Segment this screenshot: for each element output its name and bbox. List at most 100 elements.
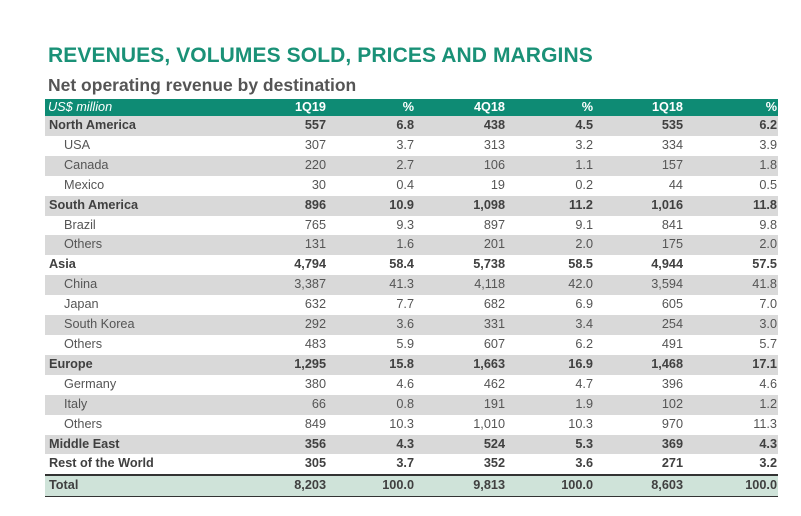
- total-cell: 100.0: [327, 474, 415, 498]
- table-cell: 58.4: [389, 257, 414, 272]
- table-cell: 1,016: [594, 195, 684, 216]
- table-cell: 9.8: [759, 217, 777, 232]
- table-row-country: Brazil 765 9.3 897 9.1 841 9.8: [45, 216, 778, 236]
- header-4q18: 4Q18: [415, 99, 506, 116]
- table-cell: 605: [661, 297, 683, 312]
- table-cell: 491: [661, 336, 683, 351]
- table-cell: 524: [415, 434, 506, 455]
- table-cell: 201: [415, 235, 506, 256]
- table-cell: 41.8: [684, 275, 778, 296]
- row-label: Others: [45, 235, 245, 256]
- table-cell: 66: [245, 394, 327, 415]
- table-cell: 3.6: [575, 456, 593, 471]
- table-cell: 331: [415, 315, 506, 335]
- row-label: Japan: [64, 297, 99, 312]
- table-cell: 6.9: [575, 297, 593, 312]
- total-cell: 100.0: [684, 474, 778, 498]
- table-row-region: South America 896 10.9 1,098 11.2 1,016 11.8: [45, 195, 778, 216]
- header-pct-1q19: %: [327, 99, 415, 116]
- table-cell: 19: [490, 177, 505, 192]
- table-cell: 4,794: [294, 257, 326, 272]
- table-cell: 462: [483, 376, 505, 391]
- table-row-country: Others 849 10.3 1,010 10.3 970 11.3: [45, 415, 778, 435]
- table-cell: 369: [594, 434, 684, 455]
- table-cell: 41.3: [327, 275, 415, 296]
- row-label: China: [45, 275, 245, 296]
- table-cell: 30: [311, 177, 326, 192]
- table-row-region: Asia 4,794 58.4 5,738 58.5 4,944 57.5: [45, 255, 778, 275]
- table-cell: 897: [483, 217, 505, 232]
- table-cell: 2.0: [506, 235, 594, 256]
- row-label: South Korea: [45, 315, 245, 335]
- table-cell: 557: [245, 116, 327, 136]
- table-cell: 396: [661, 376, 683, 391]
- table-cell: 1.2: [684, 394, 778, 415]
- revenue-table: US$ million 1Q19 % 4Q18 % 1Q18 % North A…: [45, 99, 778, 498]
- row-label: Asia: [49, 257, 76, 272]
- table-cell: 4.3: [327, 434, 415, 455]
- table-cell: 4,118: [415, 275, 506, 296]
- table-cell: 4.5: [506, 116, 594, 136]
- table-row-region: Rest of the World 305 3.7 352 3.6 271 3.2: [45, 454, 778, 475]
- table-body: North America 557 6.8 438 4.5 535 6.2 USA 307 3.7…: [45, 116, 778, 475]
- table-cell: 106: [415, 155, 506, 176]
- header-1q18: 1Q18: [594, 99, 684, 116]
- row-label: USA: [64, 137, 91, 152]
- table-cell: 3.9: [759, 137, 777, 152]
- table-cell: 1,663: [415, 354, 506, 375]
- table-cell: 17.1: [684, 354, 778, 375]
- table-cell: 15.8: [327, 354, 415, 375]
- table-header-row: US$ million 1Q19 % 4Q18 % 1Q18 %: [45, 99, 778, 116]
- table-cell: 438: [415, 116, 506, 136]
- table-cell: 896: [245, 195, 327, 216]
- table-cell: 42.0: [506, 275, 594, 296]
- table-cell: 58.5: [568, 257, 593, 272]
- table-cell: 352: [483, 456, 505, 471]
- total-cell: 8,603: [594, 474, 684, 498]
- table-cell: 220: [245, 155, 327, 176]
- table-cell: 5.3: [506, 434, 594, 455]
- table-cell: 7.0: [759, 297, 777, 312]
- table-cell: 7.7: [396, 297, 414, 312]
- table-cell: 292: [245, 315, 327, 335]
- table-cell: 6.2: [575, 336, 593, 351]
- row-label: Mexico: [64, 177, 105, 192]
- table-row-region: North America 557 6.8 438 4.5 535 6.2: [45, 116, 778, 136]
- table-cell: 313: [483, 137, 505, 152]
- table-cell: 3.6: [327, 315, 415, 335]
- table-cell: 334: [661, 137, 683, 152]
- table-cell: 16.9: [506, 354, 594, 375]
- total-label: Total: [45, 474, 245, 498]
- table-cell: 57.5: [752, 257, 777, 272]
- table-cell: 11.3: [753, 416, 777, 431]
- table-row-country: Others 131 1.6 201 2.0 175 2.0: [45, 235, 778, 256]
- table-cell: 0.2: [575, 177, 593, 192]
- row-label: Rest of the World: [49, 456, 154, 471]
- row-label: South America: [45, 195, 245, 216]
- table-cell: 271: [661, 456, 683, 471]
- table-cell: 1,010: [473, 416, 505, 431]
- table-cell: 2.7: [327, 155, 415, 176]
- row-label: Brazil: [64, 217, 96, 232]
- table-cell: 191: [415, 394, 506, 415]
- table-cell: 841: [661, 217, 683, 232]
- table-cell: 970: [661, 416, 683, 431]
- table-cell: 175: [594, 235, 684, 256]
- table-cell: 10.3: [389, 416, 414, 431]
- table-cell: 3.7: [396, 137, 414, 152]
- table-cell: 1.8: [684, 155, 778, 176]
- header-1q19: 1Q19: [245, 99, 327, 116]
- table-cell: 765: [304, 217, 326, 232]
- row-label: Others: [64, 336, 103, 351]
- table-row-country: South Korea 292 3.6 331 3.4 254 3.0: [45, 315, 778, 335]
- table-cell: 1.9: [506, 394, 594, 415]
- table-row-country: Germany 380 4.6 462 4.7 396 4.6: [45, 375, 778, 395]
- table-cell: 5,738: [473, 257, 505, 272]
- table-cell: 305: [304, 456, 326, 471]
- table-cell: 380: [304, 376, 326, 391]
- table-cell: 9.3: [396, 217, 414, 232]
- table-cell: 10.9: [327, 195, 415, 216]
- table-cell: 535: [594, 116, 684, 136]
- total-cell: 9,813: [415, 474, 506, 498]
- table-cell: 1.6: [327, 235, 415, 256]
